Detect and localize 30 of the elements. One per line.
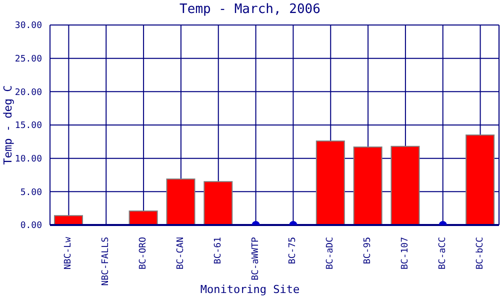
bar bbox=[316, 140, 345, 225]
x-tick-label: BC-107 bbox=[400, 237, 410, 270]
y-tick-label: 15.00 bbox=[14, 121, 42, 132]
y-tick-label: 0.00 bbox=[20, 221, 42, 232]
bar bbox=[54, 215, 83, 225]
x-tick-label: BC-bCC bbox=[475, 237, 486, 270]
x-tick-label: BC-75 bbox=[288, 237, 298, 264]
bar bbox=[466, 134, 495, 225]
y-axis-title: Temp - deg C bbox=[2, 85, 14, 165]
bar bbox=[353, 146, 382, 225]
y-tick-label: 25.00 bbox=[14, 54, 42, 65]
x-tick-label: BC-aWWTP bbox=[250, 236, 261, 280]
x-tick-label: BC-CAN bbox=[176, 237, 186, 270]
y-tick-label: 30.00 bbox=[14, 21, 42, 32]
bar bbox=[204, 181, 233, 225]
x-tick-label: NBC-FALLS bbox=[101, 237, 112, 286]
bar bbox=[166, 178, 196, 225]
y-tick-label: 5.00 bbox=[20, 188, 42, 198]
x-tick-label: BC-aDC bbox=[326, 237, 336, 270]
x-tick-label: BC-ORO bbox=[138, 237, 149, 270]
x-tick-label: BC-61 bbox=[213, 237, 224, 264]
chart-title: Temp - March, 2006 bbox=[178, 2, 322, 17]
y-tick-label: 10.00 bbox=[14, 154, 42, 165]
x-tick-label: NBC-Lw bbox=[64, 236, 74, 270]
x-tick-label: BC-aCC bbox=[438, 237, 448, 270]
y-tick-label: 20.00 bbox=[14, 88, 42, 98]
bar bbox=[128, 210, 158, 225]
x-tick-label: BC-95 bbox=[363, 237, 374, 264]
bar bbox=[390, 146, 420, 225]
x-axis-title: Monitoring Site bbox=[200, 283, 300, 296]
